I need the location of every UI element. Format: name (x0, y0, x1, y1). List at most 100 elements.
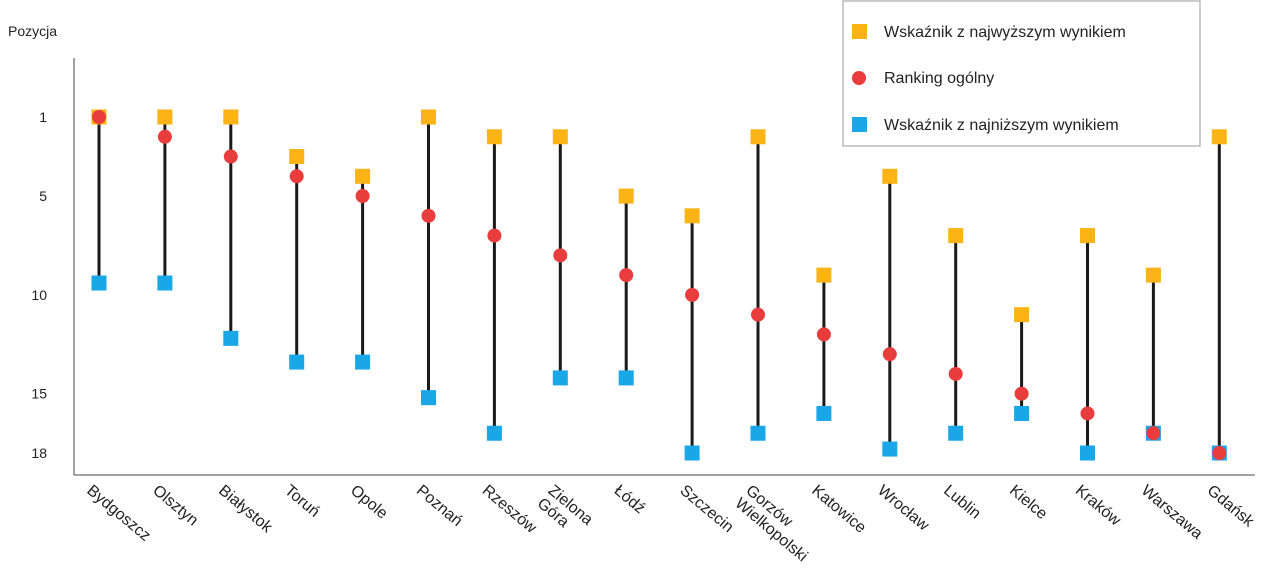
lowest-score-marker (355, 354, 371, 370)
highest-score-marker (882, 168, 898, 184)
highest-score-marker (1014, 307, 1030, 323)
y-tick-label: 5 (39, 188, 47, 204)
category-label-line: Wrocław (874, 482, 932, 535)
overall-rank-marker (421, 208, 436, 223)
highest-score-marker (157, 109, 173, 125)
category-label: Bydgoszcz (83, 482, 153, 545)
category-label-line: Warszawa (1138, 482, 1206, 543)
legend-label-overall: Ranking ogólny (884, 70, 994, 87)
overall-rank-marker (882, 347, 897, 362)
lowest-score-marker (684, 445, 700, 461)
category-label: Białystok (215, 482, 276, 537)
range-stems (97, 117, 1221, 453)
category-label: Rzeszów (479, 482, 540, 537)
highest-score-marker (1145, 267, 1161, 283)
highest-score-marker (816, 267, 832, 283)
category-label: ZielonaGóra (534, 482, 596, 542)
category-label-line: Gdańsk (1204, 482, 1258, 531)
highest-score-marker (223, 109, 239, 125)
overall-rank-marker (1146, 426, 1161, 441)
overall-rank-marker (619, 268, 634, 283)
highest-score-marker (618, 188, 634, 204)
data-markers (91, 109, 1227, 461)
category-label-line: Bydgoszcz (83, 482, 153, 545)
lowest-score-marker (486, 425, 502, 441)
overall-rank-marker (816, 327, 831, 342)
overall-rank-marker (553, 248, 568, 263)
category-label: Kraków (1072, 482, 1124, 530)
highest-score-marker (948, 228, 964, 244)
legend-marker-overall (852, 71, 866, 85)
y-tick-label: 15 (31, 386, 47, 402)
category-label: Wrocław (874, 482, 932, 535)
overall-rank-marker (289, 169, 304, 184)
overall-rank-marker (1212, 446, 1227, 460)
category-label: Gdańsk (1204, 482, 1258, 531)
category-label-line: Łódź (611, 482, 649, 517)
category-label: Toruń (281, 482, 323, 521)
lowest-score-marker (618, 370, 634, 386)
category-label-line: Toruń (281, 482, 323, 521)
overall-rank-marker (487, 228, 502, 243)
lowest-score-marker (223, 330, 239, 346)
category-label-line: Katowice (808, 482, 869, 537)
highest-score-marker (421, 109, 436, 125)
category-label: Katowice (808, 482, 869, 537)
category-label: Kielce (1006, 482, 1050, 523)
category-label: Olsztyn (149, 482, 201, 529)
overall-rank-marker (157, 129, 172, 144)
legend-marker-highest (852, 24, 867, 39)
lowest-score-marker (750, 425, 766, 441)
highest-score-marker (1211, 129, 1227, 145)
category-label-line: Białystok (215, 482, 276, 537)
lowest-score-marker (157, 275, 173, 291)
category-label-line: Szczecin (677, 482, 737, 536)
category-label-line: Lublin (940, 482, 984, 522)
category-label-line: Opole (347, 482, 391, 523)
overall-rank-marker (1014, 386, 1029, 401)
highest-score-marker (1080, 228, 1095, 244)
lowest-score-marker (289, 354, 305, 370)
y-tick-label: 18 (31, 445, 47, 461)
category-label: Szczecin (677, 482, 737, 536)
lowest-score-marker (948, 425, 964, 441)
category-label-line: Rzeszów (479, 482, 540, 537)
highest-score-marker (355, 168, 371, 184)
category-label-line: Kielce (1006, 482, 1050, 523)
highest-score-marker (289, 149, 305, 165)
highest-score-marker (684, 208, 700, 224)
legend-label-lowest: Wskaźnik z najniższym wynikiem (884, 117, 1119, 134)
overall-rank-marker (223, 149, 238, 164)
y-tick-label: 10 (31, 287, 47, 303)
category-label-line: Kraków (1072, 482, 1124, 530)
lowest-score-marker (816, 405, 832, 421)
lowest-score-marker (91, 275, 107, 291)
lowest-score-marker (882, 441, 898, 457)
category-label: Łódź (611, 482, 649, 517)
lowest-score-marker (1014, 405, 1030, 421)
category-label: Lublin (940, 482, 984, 522)
category-label: Poznań (413, 482, 465, 530)
overall-rank-marker (355, 189, 370, 204)
highest-score-marker (486, 129, 502, 145)
overall-rank-marker (685, 287, 700, 302)
overall-rank-marker (92, 110, 106, 124)
overall-rank-marker (948, 366, 963, 381)
category-label: Warszawa (1138, 482, 1206, 543)
legend-box (842, 0, 1201, 147)
legend: Wskaźnik z najwyższym wynikiem Ranking o… (842, 0, 1201, 147)
y-tick-label: 1 (39, 109, 47, 125)
legend-marker-lowest (852, 117, 867, 132)
category-label-line: Olsztyn (149, 482, 201, 529)
category-label-line: Poznań (413, 482, 465, 530)
highest-score-marker (750, 129, 766, 145)
y-axis-title: Pozycja (8, 23, 57, 39)
lowest-score-marker (552, 370, 568, 386)
category-label: Opole (347, 482, 391, 523)
legend-label-highest: Wskaźnik z najwyższym wynikiem (884, 24, 1126, 41)
lowest-score-marker (421, 390, 436, 406)
overall-rank-marker (751, 307, 765, 322)
